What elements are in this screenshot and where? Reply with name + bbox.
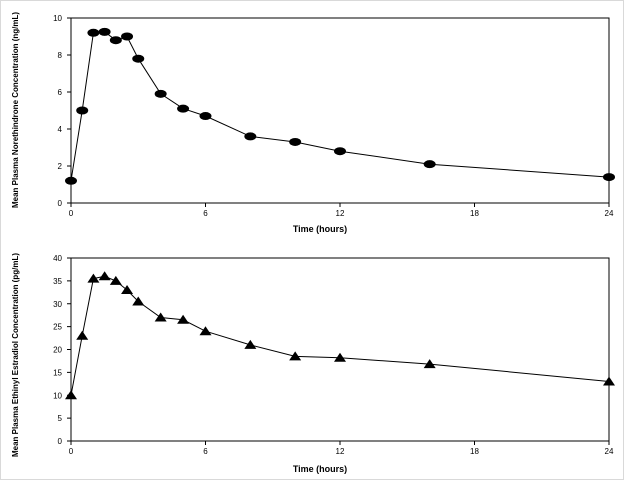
data-point	[423, 160, 436, 169]
y-tick-label: 0	[58, 199, 63, 208]
y-tick-label: 20	[53, 346, 62, 355]
data-point	[109, 275, 122, 285]
data-point	[177, 314, 190, 324]
y-tick-label: 10	[53, 14, 62, 23]
data-point	[603, 173, 615, 182]
data-point	[109, 36, 122, 45]
data-point	[289, 137, 302, 146]
data-point	[423, 359, 436, 369]
data-point	[199, 326, 212, 336]
x-tick-label: 0	[69, 447, 74, 456]
data-point	[87, 273, 100, 283]
data-point	[334, 352, 346, 362]
y-tick-label: 25	[53, 323, 62, 332]
data-point	[121, 285, 134, 295]
data-point	[289, 351, 302, 361]
x-tick-label: 18	[470, 447, 479, 456]
data-point	[98, 27, 111, 36]
y-tick-label: 15	[53, 368, 62, 377]
chart-1-xlabel: Time (hours)	[293, 224, 347, 234]
data-point	[132, 54, 145, 63]
data-point	[199, 112, 212, 121]
y-tick-label: 0	[58, 437, 63, 446]
data-point	[98, 271, 111, 281]
chart-2-xlabel: Time (hours)	[293, 464, 347, 474]
y-tick-label: 35	[53, 277, 62, 286]
y-tick-label: 10	[53, 391, 62, 400]
data-point	[603, 376, 615, 386]
x-tick-label: 24	[605, 447, 614, 456]
y-tick-label: 30	[53, 300, 62, 309]
data-point	[244, 339, 257, 349]
y-tick-label: 40	[53, 254, 62, 263]
x-tick-label: 12	[336, 447, 345, 456]
data-point	[334, 147, 346, 156]
data-point	[154, 312, 167, 322]
x-tick-label: 0	[69, 209, 74, 218]
data-point	[76, 106, 89, 115]
data-point	[121, 32, 134, 41]
y-tick-label: 2	[58, 162, 63, 171]
y-tick-label: 5	[58, 414, 63, 423]
data-point	[177, 104, 190, 113]
data-point	[132, 296, 145, 306]
y-tick-label: 6	[58, 88, 63, 97]
ethinyl-estradiol-chart: 0 6 12 18 24 0 5 10 15 20 25 30 35 40	[53, 254, 615, 456]
chart-1-ylabel: Mean Plasma Norethindrone Concentration …	[11, 12, 20, 208]
x-tick-label: 24	[605, 209, 614, 218]
data-point	[65, 390, 77, 400]
x-tick-label: 6	[203, 447, 208, 456]
x-tick-label: 12	[336, 209, 345, 218]
series-line	[70, 31, 610, 181]
data-point	[244, 132, 257, 141]
data-point	[76, 330, 89, 340]
data-point	[87, 28, 100, 37]
data-point	[65, 176, 77, 185]
plot-area	[70, 17, 610, 204]
x-tick-label: 18	[470, 209, 479, 218]
x-tick-label: 6	[203, 209, 208, 218]
y-tick-label: 8	[58, 51, 63, 60]
plot-area	[70, 257, 610, 442]
data-point	[154, 89, 167, 98]
chart-2-ylabel: Mean Plasma Ethinyl Estradiol Concentrat…	[11, 253, 20, 457]
series-line	[70, 275, 610, 396]
y-tick-label: 4	[58, 125, 63, 134]
